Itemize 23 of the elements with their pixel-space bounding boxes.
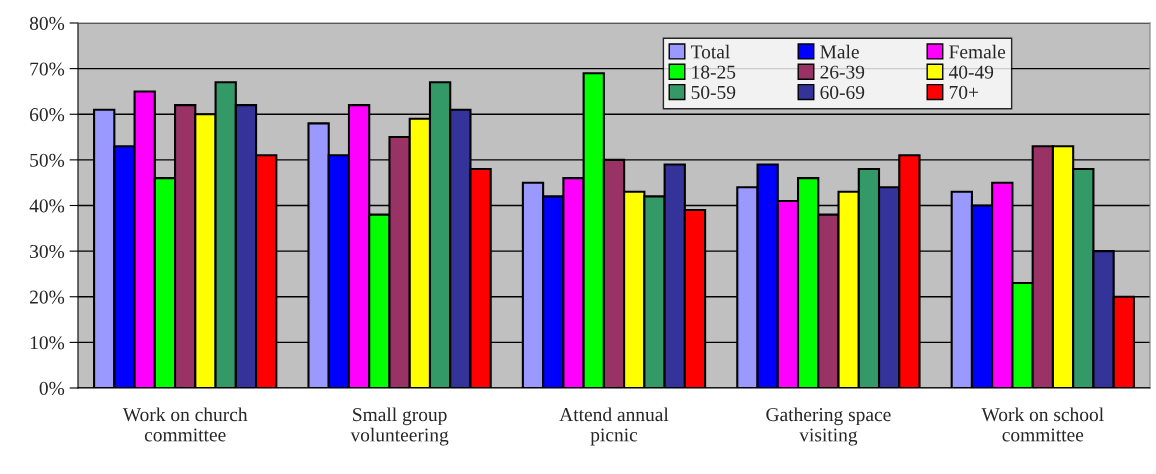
x-tick-label: Gathering space visiting xyxy=(766,407,891,446)
x-tick-label: Work on school committee xyxy=(981,407,1104,442)
legend-label: Total xyxy=(690,44,730,59)
legend-label: Female xyxy=(949,44,1006,59)
y-tick-label: 40% xyxy=(29,199,65,213)
legend-label: Male xyxy=(820,44,859,59)
x-tick-label: Work on church committee xyxy=(122,407,248,442)
y-tick-label: 50% xyxy=(30,153,65,167)
y-tick-label: 30% xyxy=(30,244,65,259)
y-tick-label: 0% xyxy=(39,381,65,395)
x-tick-label: Attend annual picnic xyxy=(559,407,669,446)
y-tick-label: 60% xyxy=(30,108,65,122)
y-tick-label: 80% xyxy=(29,16,65,30)
x-tick-label: Small group volunteering xyxy=(350,407,449,446)
legend-label: 50-59 xyxy=(691,85,736,99)
y-tick-label: 70% xyxy=(30,62,65,76)
legend-label: 18-25 xyxy=(692,65,736,79)
legend-label: 60-69 xyxy=(820,85,865,99)
legend-label: 70+ xyxy=(949,85,979,99)
legend-label: 26-39 xyxy=(820,65,865,79)
y-tick-label: 20% xyxy=(30,290,65,304)
legend-label: 40-49 xyxy=(948,65,994,79)
y-tick-label: 10% xyxy=(30,336,65,350)
